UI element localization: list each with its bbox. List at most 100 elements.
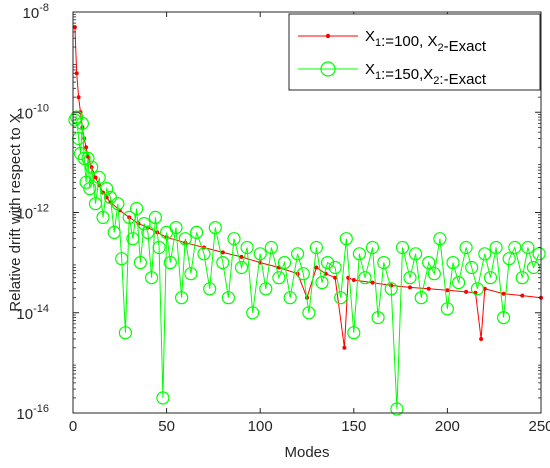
series-2-point — [216, 256, 230, 270]
series-2-point — [309, 240, 323, 255]
series-2-point — [178, 232, 192, 246]
series-1-point — [239, 254, 244, 259]
series-2-point — [478, 247, 492, 261]
series-2-point — [409, 247, 423, 261]
series-1-point — [74, 71, 79, 76]
series-layer — [68, 25, 546, 416]
series-2-point — [315, 276, 329, 290]
series-2-point — [302, 306, 316, 320]
series-2-point — [100, 182, 114, 196]
series-2-point — [96, 210, 110, 224]
series-2-point — [339, 232, 353, 246]
series-2-point — [148, 210, 162, 224]
series-2-point — [169, 221, 183, 235]
series-1-point — [93, 175, 98, 180]
series-2-point — [190, 225, 204, 239]
series-2-point — [156, 391, 170, 405]
series-2-point — [227, 232, 241, 246]
series-2-point — [446, 256, 460, 270]
y-tick-label: 10-16 — [16, 403, 49, 423]
series-1-point — [76, 95, 81, 100]
x-axis-title: Modes — [284, 444, 329, 461]
series-2-point — [92, 170, 106, 185]
x-tick-label: 50 — [158, 418, 175, 435]
series-2-point — [73, 146, 88, 161]
series-2-point — [277, 256, 292, 270]
series-2-point — [264, 240, 278, 255]
x-tick-label: 0 — [69, 418, 77, 435]
series-2-point — [465, 260, 479, 275]
legend-box — [288, 13, 541, 91]
x-tick-label: 100 — [248, 418, 273, 435]
series-2-point — [79, 175, 93, 189]
series-2-point — [371, 311, 385, 325]
series-2-point — [508, 240, 522, 255]
series-2-point — [497, 311, 511, 325]
series-2-point — [352, 247, 366, 261]
series-2-point — [483, 271, 498, 285]
series-1-point — [408, 285, 412, 290]
series-2-point — [334, 291, 348, 305]
y-tick-label: 10-8 — [23, 2, 49, 22]
series-2-point — [365, 240, 380, 255]
series-2-point — [502, 252, 516, 266]
series-1-point — [464, 289, 469, 294]
x-tick-label: 200 — [435, 418, 460, 435]
series-2-point — [122, 210, 136, 224]
series-2-point — [85, 160, 99, 174]
series-2-point — [88, 197, 103, 211]
series-2-point — [272, 271, 286, 285]
series-2-point — [403, 271, 417, 285]
series-2-point — [75, 116, 90, 131]
series-2-point — [81, 151, 95, 165]
y-axis-title: Relative drift with respect to X — [7, 113, 24, 311]
series-2-line — [74, 115, 540, 410]
series-2-point — [133, 256, 147, 270]
series-2-point — [521, 240, 535, 255]
series-2-point — [234, 260, 249, 275]
series-2-point — [240, 240, 254, 255]
series-2-point — [118, 326, 133, 340]
x-tick-label: 150 — [341, 418, 366, 435]
series-2-point — [68, 113, 82, 127]
series-2-point — [358, 271, 372, 285]
series-2-point — [221, 291, 235, 305]
series-2-point — [152, 240, 166, 255]
series-1-point — [479, 337, 484, 341]
series-2-point — [259, 282, 273, 296]
series-2-point — [175, 291, 189, 305]
series-1-point — [314, 265, 319, 270]
series-2-point — [347, 326, 361, 340]
series-2-point — [137, 217, 151, 231]
series-2-point — [395, 240, 410, 255]
series-1-point — [445, 288, 450, 293]
series-2-point — [328, 260, 342, 275]
series-2-point — [515, 271, 529, 285]
ticks-layer: 0 50 100 150 200 250 10-16 10-14 10-12 10-10 10-8 — [16, 2, 550, 435]
series-1-point — [426, 286, 431, 291]
series-2-point — [452, 276, 466, 290]
series-1-point — [370, 280, 375, 285]
series-2-point — [433, 232, 447, 246]
series-2-point — [107, 225, 121, 239]
series-2-point — [384, 282, 398, 296]
series-2-point — [253, 247, 267, 261]
series-2-point — [422, 256, 436, 270]
series-2-point — [130, 201, 144, 216]
series-2-point — [390, 402, 404, 416]
legend-swatch-marker-2 — [320, 61, 336, 77]
y-tick-label: 10-14 — [16, 303, 49, 323]
series-2-point — [296, 267, 310, 281]
series-2-point — [321, 256, 335, 270]
series-2-point — [459, 240, 473, 255]
series-2-point — [197, 247, 211, 261]
series-2-point — [111, 197, 125, 211]
series-1-point — [342, 345, 347, 350]
series-1-point — [333, 275, 338, 280]
series-2-point — [440, 302, 454, 316]
legend: X1:=100, X2-Exact X1:=150,X2:-Exact — [288, 13, 541, 91]
series-1-point — [351, 278, 356, 282]
series-2-point — [427, 267, 441, 281]
series-2-point — [283, 291, 297, 305]
